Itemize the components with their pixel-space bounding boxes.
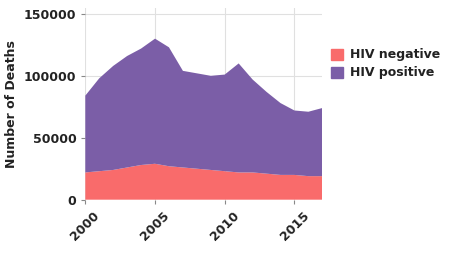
Y-axis label: Number of Deaths: Number of Deaths — [5, 40, 18, 168]
Legend: HIV negative, HIV positive: HIV negative, HIV positive — [331, 48, 440, 80]
